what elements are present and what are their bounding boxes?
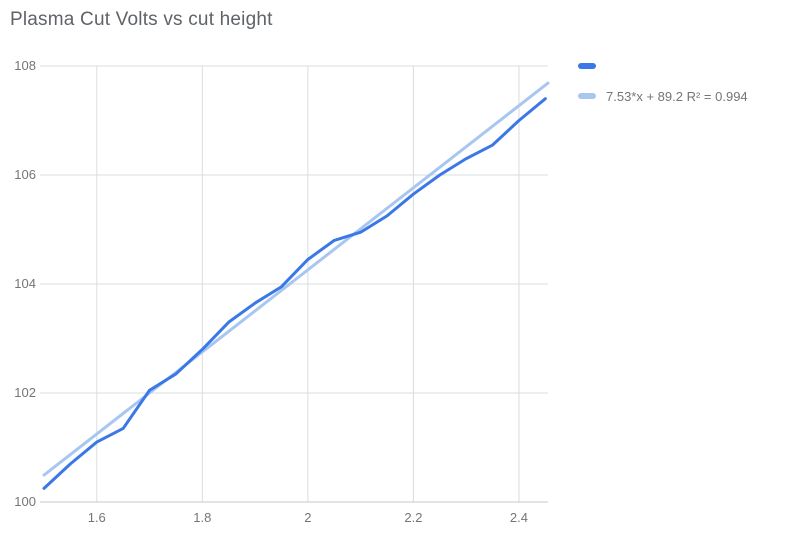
trendline-color-swatch — [578, 93, 596, 99]
legend: 7.53*x + 89.2 R² = 0.994 — [578, 58, 748, 118]
y-axis-tick-label: 108 — [14, 58, 36, 73]
y-axis-tick-label: 104 — [14, 276, 36, 291]
x-axis-tick-label: 2 — [304, 510, 312, 525]
chart-title: Plasma Cut Volts vs cut height — [10, 9, 273, 30]
y-axis-tick-label: 106 — [14, 167, 36, 182]
x-axis-tick-label: 2.2 — [404, 510, 423, 525]
series-color-swatch — [578, 63, 596, 69]
x-axis-tick-label: 1.6 — [87, 510, 106, 525]
y-axis-tick-label: 100 — [14, 494, 36, 509]
x-axis-tick-label: 2.4 — [509, 510, 528, 525]
x-axis-tick-label: 1.8 — [193, 510, 212, 525]
legend-trendline-label: 7.53*x + 89.2 R² = 0.994 — [606, 88, 748, 104]
legend-item-series — [578, 58, 748, 74]
y-axis-tick-label: 102 — [14, 385, 36, 400]
legend-item-trendline: 7.53*x + 89.2 R² = 0.994 — [578, 88, 748, 104]
